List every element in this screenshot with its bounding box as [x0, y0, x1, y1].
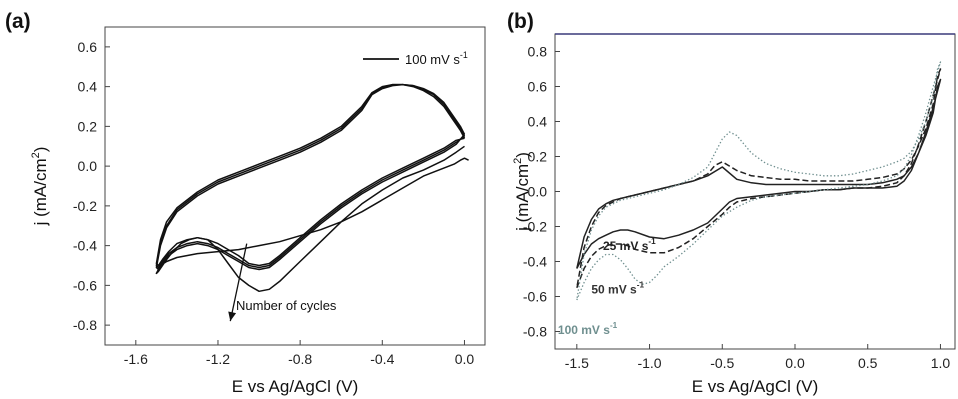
y-tick-label: -0.2 [523, 219, 547, 235]
annotation-arrow-shaft [229, 243, 248, 322]
y-tick-label: -0.4 [73, 238, 97, 254]
y-axis-label-part: j (mA/cm [513, 164, 532, 232]
y-axis-label-part: ) [31, 147, 50, 153]
series-label-1-text: 50 mV s [591, 283, 637, 297]
x-tick-label: -1.5 [565, 355, 589, 371]
panel-label: (b) [507, 10, 534, 33]
y-axis-label-part: j (mA/cm [31, 158, 50, 226]
y-tick-label: 0.6 [78, 39, 98, 55]
x-tick-label: -1.2 [206, 351, 230, 367]
y-tick-label: -0.6 [73, 277, 97, 293]
series-line-2 [576, 61, 942, 301]
y-axis-label-part: 2 [512, 158, 524, 164]
x-tick-label: 0.0 [455, 351, 475, 367]
y-tick-label: -0.2 [73, 198, 97, 214]
y-axis-label-part: 2 [30, 152, 42, 158]
y-tick-label: -0.4 [523, 254, 547, 270]
y-tick-label: 0.0 [78, 158, 98, 174]
y-tick-label: 0.6 [528, 79, 548, 95]
y-tick-label: -0.8 [73, 317, 97, 333]
x-axis-label: E vs Ag/AgCl (V) [692, 377, 819, 396]
plot-frame [104, 26, 486, 346]
y-axis-label-group: j (mA/cm2) [30, 147, 50, 227]
legend-label-text: 100 mV s [405, 52, 460, 67]
y-tick-label: 0.8 [528, 44, 548, 60]
y-tick-label: 0.4 [528, 114, 548, 130]
series-label-2-superscript: -1 [610, 321, 618, 330]
series-line-3 [155, 83, 466, 271]
series-line-1 [155, 83, 466, 267]
series-label-2: 100 mV s-1 [558, 321, 618, 337]
panel-b-chart: (b) -1.5 -1.0 -0.5 0.0 0.5 1.0 -0.8 -0.6 -0.4 -0.2… [507, 10, 956, 396]
series-line-2 [155, 83, 466, 269]
panel-label: (a) [5, 10, 31, 33]
x-tick-label: -0.5 [710, 355, 734, 371]
y-tick-label: 0.2 [528, 149, 548, 165]
series-label-0-superscript: -1 [648, 237, 656, 246]
series-label-2-text: 100 mV s [558, 323, 610, 337]
x-tick-label: -1.6 [124, 351, 148, 367]
series-label-1: 50 mV s-1 [591, 281, 644, 297]
x-tick-label: 1.0 [931, 355, 951, 371]
y-tick-label: 0.4 [78, 79, 98, 95]
x-tick-label: -0.4 [370, 351, 394, 367]
y-axis-label-group: j (mA/cm2) [512, 152, 532, 232]
series-line-0 [155, 145, 469, 293]
legend-label-superscript: -1 [460, 50, 468, 60]
series-label-1-superscript: -1 [637, 281, 645, 290]
x-tick-label: 0.0 [785, 355, 805, 371]
x-tick-label: -0.8 [288, 351, 312, 367]
x-tick-label: 0.5 [858, 355, 878, 371]
series-label-0: 25 mV s-1 [603, 237, 656, 253]
panel-a-chart: (a) -1.6 -1.2 -0.8 -0.4 0.0 -0.8 -0.6 -0.4 -0.2 0.… [5, 10, 486, 396]
y-tick-label: 0.0 [528, 184, 548, 200]
annotation-arrow-head [228, 311, 237, 322]
y-tick-label: 0.2 [78, 118, 98, 134]
x-axis-label: E vs Ag/AgCl (V) [232, 377, 359, 396]
x-tick-label: -1.0 [637, 355, 661, 371]
legend-label: 100 mV s-1 [405, 50, 468, 67]
y-axis-label-part: ) [513, 152, 532, 158]
y-tick-label: -0.8 [523, 324, 547, 340]
series-line-1 [576, 68, 942, 289]
y-tick-label: -0.6 [523, 289, 547, 305]
y-axis-label: j (mA/cm2) [30, 147, 50, 227]
plot-frame [554, 33, 956, 350]
annotation-number-of-cycles: Number of cycles [236, 298, 337, 313]
series-label-0-text: 25 mV s [603, 239, 649, 253]
y-axis-label: j (mA/cm2) [512, 152, 532, 232]
series-line-0 [576, 78, 942, 269]
